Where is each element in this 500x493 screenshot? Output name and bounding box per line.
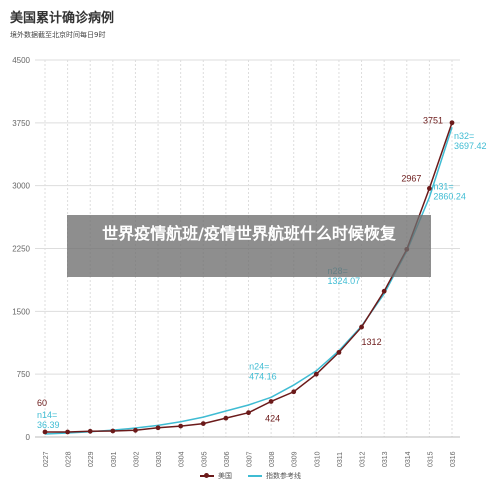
- data-label-line: 1312: [362, 337, 382, 347]
- x-tick-label: 0315: [427, 451, 434, 467]
- data-label: 424: [265, 413, 280, 423]
- x-tick-label: 0309: [292, 451, 299, 467]
- data-label-line: n14=: [37, 410, 57, 420]
- data-point-us: [313, 371, 319, 377]
- overlay-banner: 世界疫情航班/疫情世界航班什么时候恢复: [67, 215, 431, 277]
- data-label-line: n24=: [249, 361, 269, 371]
- data-label-line: 36.39: [37, 420, 60, 430]
- data-point-us: [246, 410, 251, 416]
- data-label: n14= 36.39: [37, 410, 60, 430]
- data-point-us: [155, 425, 161, 431]
- x-tick-label: 0308: [269, 451, 276, 467]
- chart-subtitle: 境外数据截至北京时间每日9时: [10, 31, 106, 39]
- x-tick-label: 0314: [405, 451, 412, 467]
- data-label-line: n31=: [433, 181, 453, 191]
- data-label: 1312: [362, 337, 382, 347]
- data-point-us: [178, 423, 184, 429]
- data-label-line: 2967: [401, 173, 421, 183]
- x-tick-label: 0304: [179, 451, 186, 467]
- x-tick-label: 0307: [247, 451, 254, 467]
- data-label: 3751: [423, 116, 443, 126]
- x-tick-label: 0229: [88, 451, 95, 467]
- x-tick-label: 0227: [43, 451, 50, 467]
- x-tick-label: 0316: [450, 451, 457, 467]
- data-point-us: [449, 120, 455, 126]
- data-point-us: [291, 389, 297, 395]
- y-tick-label: 1500: [12, 307, 30, 316]
- data-point-us: [42, 429, 48, 435]
- data-label: n31= 2860.24: [433, 181, 466, 201]
- y-tick-label: 4500: [12, 56, 30, 65]
- data-label: 60: [37, 398, 47, 408]
- data-point-us: [359, 324, 364, 330]
- data-point-us: [268, 399, 274, 404]
- x-tick-label: 0310: [314, 451, 321, 467]
- data-label-line: 3697.42: [454, 141, 487, 151]
- data-point-us: [200, 421, 206, 426]
- data-point-us: [426, 186, 432, 191]
- y-tick-label: 0: [26, 433, 31, 442]
- y-tick-label: 3000: [12, 182, 30, 191]
- data-point-us: [336, 349, 342, 355]
- data-point-us: [87, 428, 93, 434]
- x-tick-label: 0312: [360, 451, 367, 467]
- chart-title: 美国累计确诊病例: [10, 11, 115, 26]
- x-tick-label: 0306: [224, 451, 231, 467]
- data-point-us: [110, 428, 116, 434]
- y-tick-label: 3750: [12, 119, 30, 128]
- legend-item-us: 美国: [200, 471, 232, 481]
- chart-legend: 美国 指数参考线: [200, 471, 317, 481]
- data-label-line: n32=: [454, 131, 474, 141]
- data-label-line: 474.16: [249, 371, 277, 381]
- data-label-line: 424: [265, 413, 280, 423]
- data-label-line: 2860.24: [433, 191, 466, 201]
- data-point-us: [223, 415, 229, 421]
- x-tick-label: 0311: [337, 452, 344, 467]
- x-tick-label: 0302: [133, 451, 140, 467]
- legend-us-label: 美国: [218, 472, 232, 480]
- y-tick-label: 750: [17, 370, 31, 379]
- legend-ref-swatch: [248, 475, 262, 477]
- y-tick-label: 2250: [12, 245, 30, 254]
- legend-us-swatch: [200, 473, 214, 479]
- data-label-line: 1324.07: [328, 276, 361, 286]
- data-label-line: 3751: [423, 116, 443, 126]
- x-tick-label: 0301: [111, 451, 118, 467]
- legend-item-ref: 指数参考线: [248, 471, 301, 481]
- legend-ref-label: 指数参考线: [266, 472, 301, 480]
- data-point-us: [133, 427, 138, 433]
- data-label-line: 60: [37, 398, 47, 408]
- x-tick-label: 0303: [156, 451, 163, 467]
- data-label: n32= 3697.42: [454, 131, 487, 151]
- x-tick-label: 0313: [382, 451, 389, 467]
- data-label: n24= 474.16: [249, 361, 277, 381]
- data-label: 2967: [401, 173, 421, 183]
- data-point-us: [65, 429, 71, 435]
- x-tick-label: 0305: [201, 451, 208, 467]
- data-point-us: [381, 288, 387, 294]
- x-tick-label: 0228: [66, 451, 73, 467]
